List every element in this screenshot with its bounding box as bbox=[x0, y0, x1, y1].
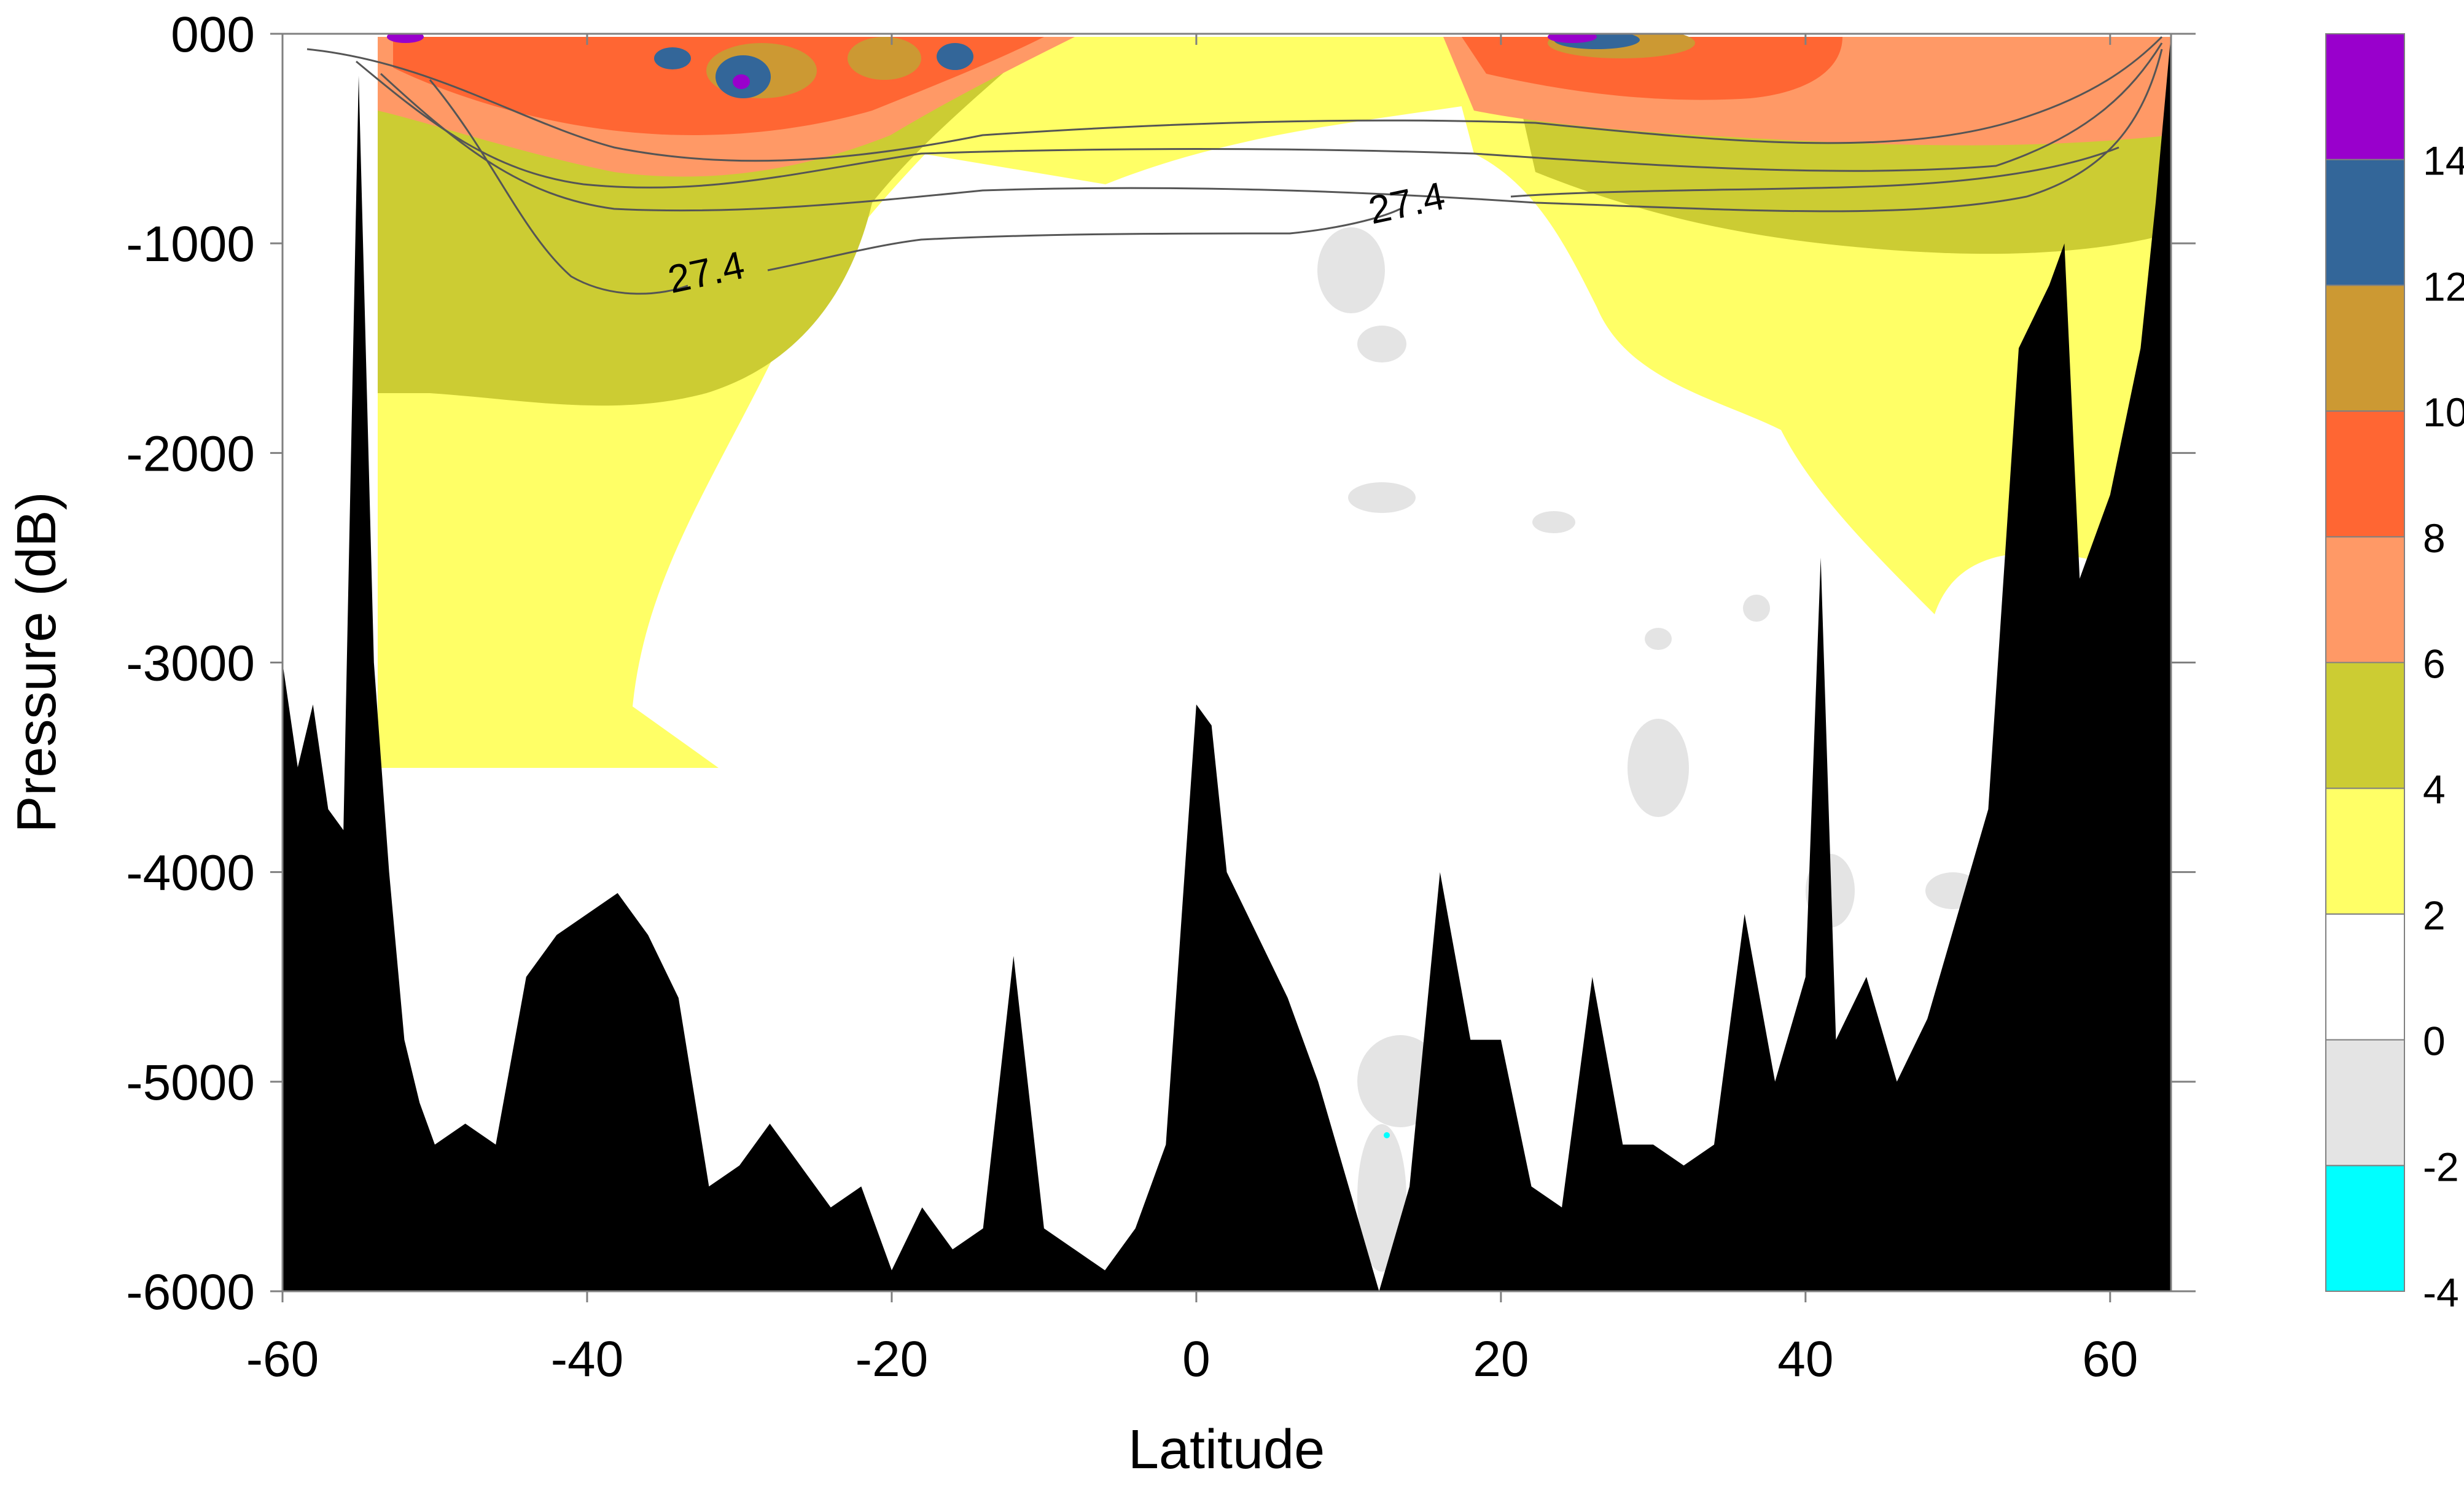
colorbar-swatch bbox=[2325, 662, 2405, 789]
colorbar-swatch bbox=[2325, 1039, 2405, 1167]
colorbar-swatch bbox=[2325, 1165, 2405, 1292]
colorbar-swatch bbox=[2325, 913, 2405, 1041]
y-axis-label: Pressure (dB) bbox=[6, 491, 68, 832]
band-14-16-patch-a bbox=[733, 74, 750, 89]
band-neg2-0-patch-c bbox=[1317, 227, 1385, 313]
colorbar-swatch bbox=[2325, 33, 2405, 160]
y-tick-label: -6000 bbox=[126, 1264, 255, 1320]
colorbar-label: 12 bbox=[2423, 264, 2464, 309]
band-8-10-north bbox=[1462, 37, 1842, 100]
band-neg4-neg2-dot bbox=[1384, 1132, 1390, 1138]
colorbar-label: 10 bbox=[2423, 389, 2464, 435]
x-tick-label: -40 bbox=[551, 1331, 624, 1387]
colorbar-label: -2 bbox=[2423, 1144, 2459, 1189]
contour-line-a bbox=[306, 36, 2163, 162]
band-neg2-0-patch-k bbox=[1743, 595, 1770, 622]
band-neg2-0-patch-j bbox=[1645, 628, 1672, 650]
band-12-14-patch-b bbox=[654, 47, 691, 69]
band-neg2-0-patch-d bbox=[1357, 326, 1406, 362]
y-tick-label: 000 bbox=[171, 7, 255, 63]
y-axis: 000 -1000 -2000 -3000 -4000 -5000 -6000 bbox=[126, 7, 2196, 1320]
band-neg2-0-patch-b bbox=[1357, 1124, 1406, 1272]
colorbar-label: 8 bbox=[2423, 515, 2446, 561]
y-tick-label: -2000 bbox=[126, 426, 255, 482]
colorbar-label: -4 bbox=[2423, 1270, 2459, 1315]
band-14-16-patch-c bbox=[1548, 34, 1597, 43]
band-neg2-0-patch-e bbox=[1348, 482, 1416, 513]
band-neg2-0-patch-i bbox=[1532, 511, 1575, 533]
band-12-14-patch-c bbox=[937, 43, 973, 70]
colorbar: -4 -2 0 2 4 6 8 10 12 14 bbox=[2325, 33, 2464, 1315]
colorbar-swatch bbox=[2325, 536, 2405, 663]
band-14-16-patch-b bbox=[387, 34, 424, 43]
x-axis-label: Latitude bbox=[1128, 1419, 1325, 1480]
colorbar-swatch bbox=[2325, 284, 2405, 412]
contour-line-274 bbox=[429, 79, 2119, 295]
y-tick-label: -3000 bbox=[126, 636, 255, 692]
colorbar-swatch bbox=[2325, 158, 2405, 286]
contour-line-b bbox=[356, 42, 2163, 189]
x-axis: -60 -40 -20 0 20 40 60 bbox=[246, 34, 2138, 1387]
x-tick-label: -20 bbox=[856, 1331, 929, 1387]
band-10-12-patch-b bbox=[848, 37, 921, 80]
x-tick-label: 40 bbox=[1777, 1331, 1833, 1387]
contour-line-c bbox=[380, 49, 2163, 213]
colorbar-swatch bbox=[2325, 788, 2405, 915]
x-tick-label: 0 bbox=[1182, 1331, 1211, 1387]
y-tick-label: -5000 bbox=[126, 1055, 255, 1111]
colorbar-label: 6 bbox=[2423, 641, 2446, 687]
band-neg2-0-patch-f bbox=[1628, 719, 1689, 817]
colorbar-label: 4 bbox=[2423, 767, 2446, 812]
x-tick-label: 60 bbox=[2082, 1331, 2138, 1387]
y-tick-label: -1000 bbox=[126, 216, 255, 272]
colorbar-label: 2 bbox=[2423, 893, 2446, 938]
colorbar-label: 0 bbox=[2423, 1019, 2446, 1064]
x-tick-label: -60 bbox=[246, 1331, 319, 1387]
bathymetry-area bbox=[283, 34, 2171, 1291]
colorbar-label: 14 bbox=[2423, 138, 2464, 184]
band-2-4-top bbox=[921, 37, 1474, 184]
y-tick-label: -4000 bbox=[126, 845, 255, 901]
x-tick-label: 20 bbox=[1473, 1331, 1529, 1387]
colorbar-swatch bbox=[2325, 410, 2405, 538]
